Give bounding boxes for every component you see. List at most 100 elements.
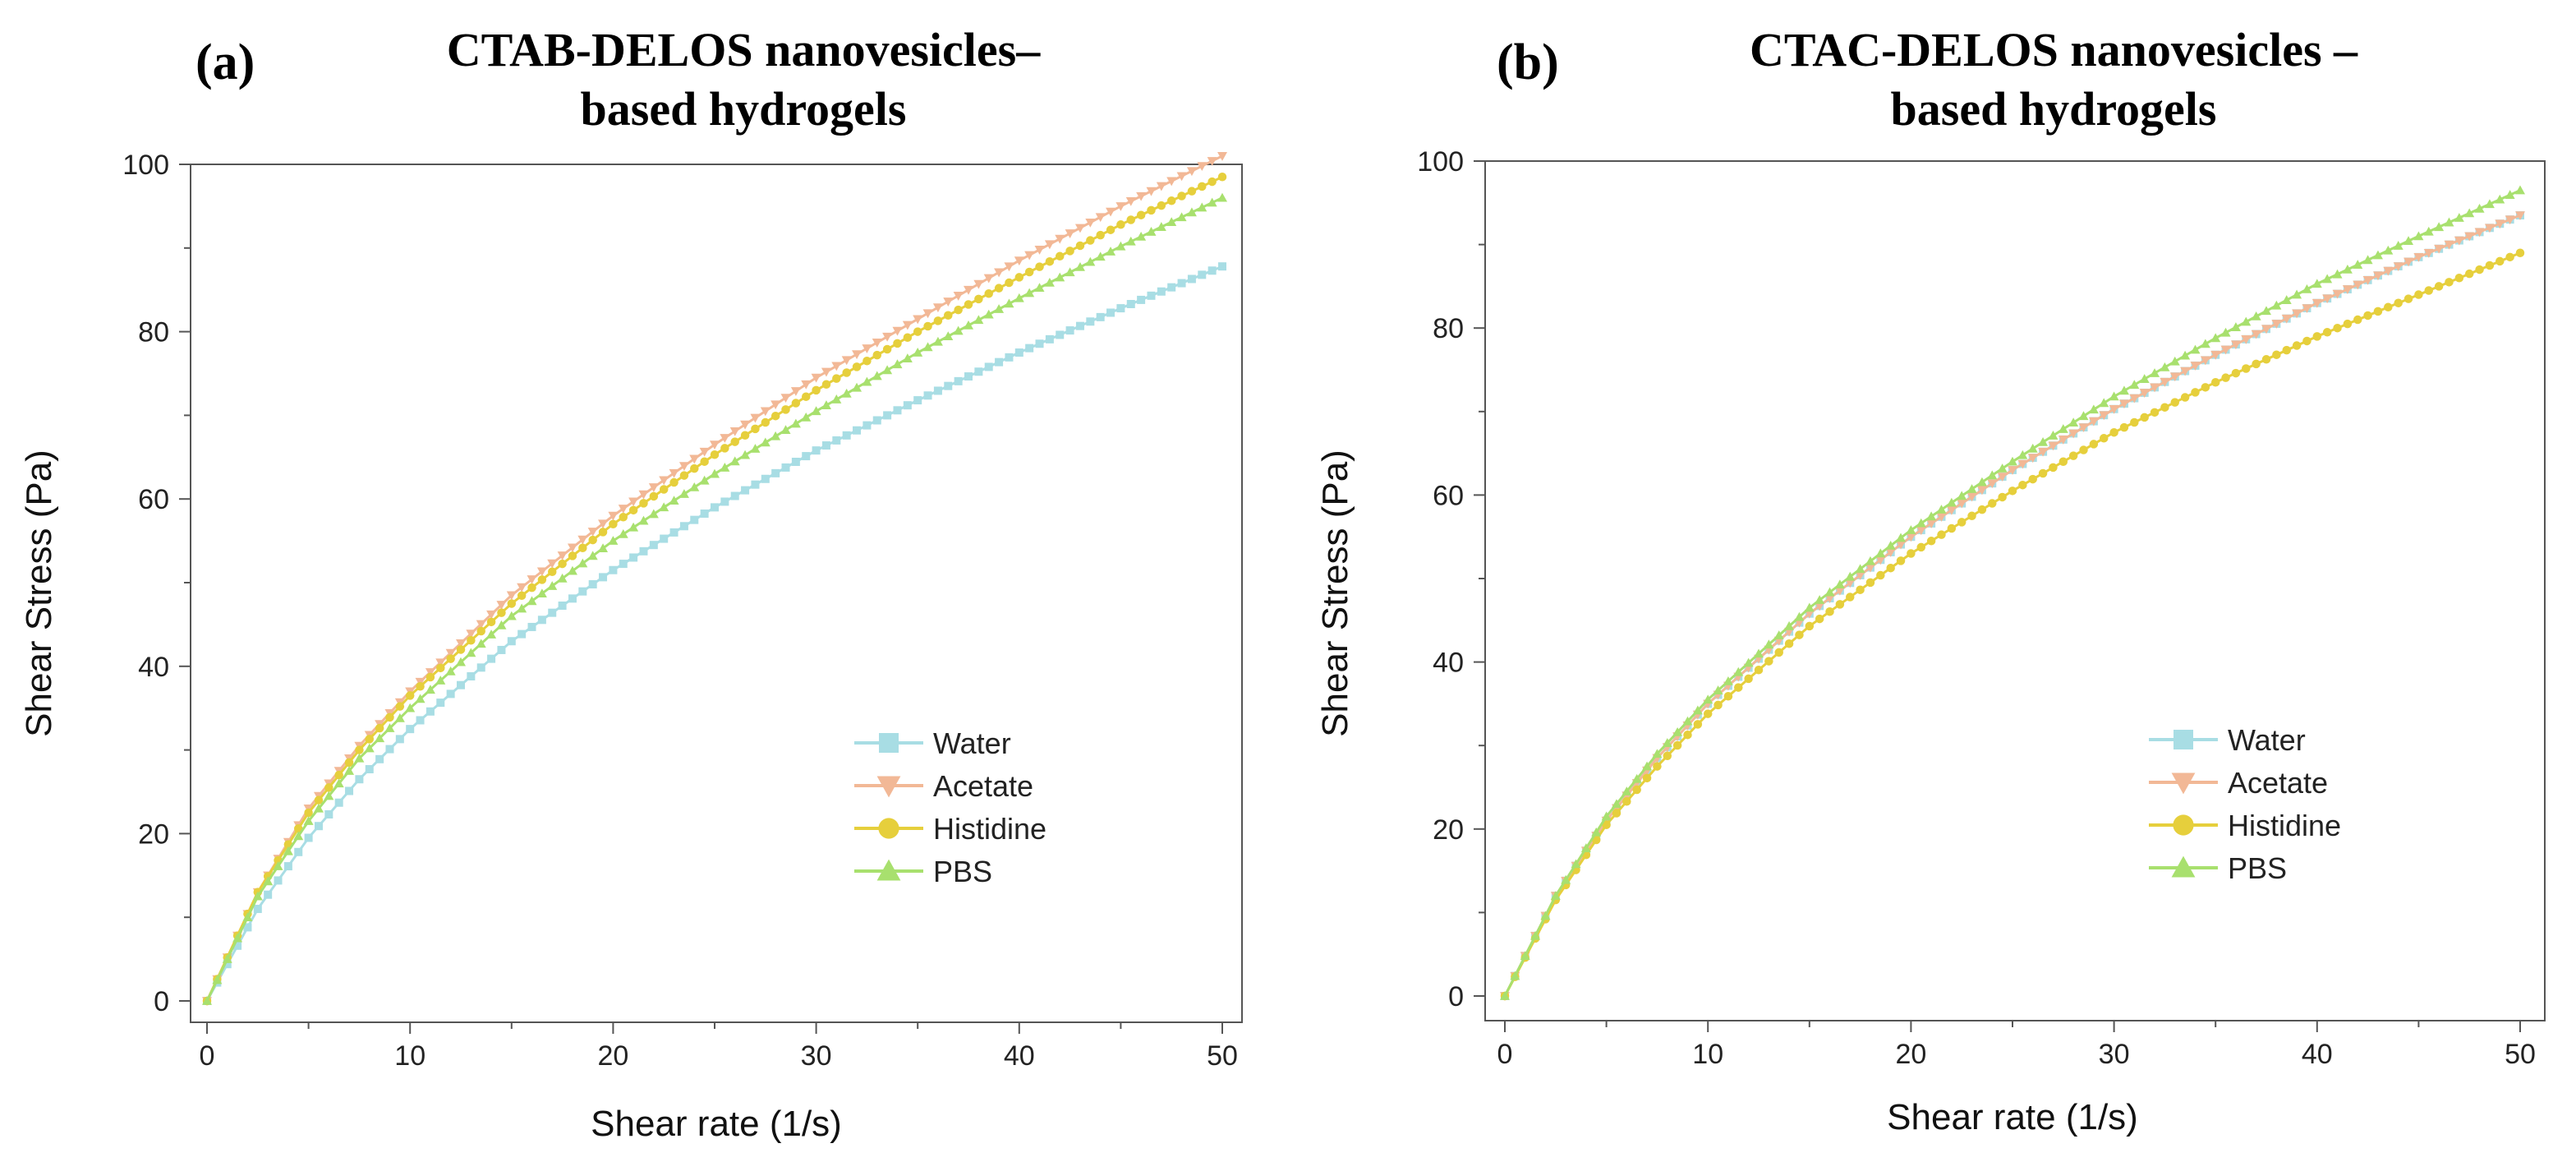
data-point — [628, 505, 638, 515]
data-point — [1896, 556, 1906, 565]
data-point — [2230, 340, 2241, 350]
data-point — [212, 975, 223, 984]
data-point — [711, 503, 719, 512]
legend-marker — [2174, 730, 2193, 749]
data-point — [517, 583, 527, 593]
data-point — [1147, 291, 1156, 300]
data-point — [1014, 273, 1024, 282]
data-point — [2038, 436, 2049, 446]
data-point — [1784, 639, 1794, 648]
data-point — [1896, 533, 1907, 542]
data-point — [303, 816, 314, 825]
data-point — [2169, 372, 2180, 382]
data-point — [2241, 316, 2252, 326]
panel-b: (b) CTAC-DELOS nanovesicles – based hydr… — [1315, 23, 2546, 1137]
data-point — [1998, 492, 2007, 502]
data-point — [406, 725, 415, 734]
data-point — [618, 505, 628, 514]
data-point — [1055, 251, 1065, 261]
data-point — [385, 712, 394, 722]
data-point — [405, 703, 416, 712]
data-point — [2333, 323, 2342, 333]
data-point — [689, 454, 700, 464]
data-point — [264, 890, 273, 899]
data-point — [2505, 252, 2514, 262]
data-point — [2342, 285, 2353, 294]
data-point — [954, 305, 963, 315]
data-point — [679, 522, 688, 531]
data-point — [1845, 571, 1856, 581]
series-layer-b — [1500, 185, 2525, 1001]
data-point — [872, 416, 881, 425]
data-point — [2404, 236, 2414, 246]
data-point — [537, 616, 546, 625]
data-point — [1035, 262, 1044, 271]
data-point — [527, 575, 537, 584]
data-point — [1957, 518, 1966, 527]
data-point — [1622, 797, 1631, 806]
data-point — [2118, 399, 2129, 409]
data-point — [476, 639, 486, 648]
data-point — [1966, 492, 1977, 502]
data-point — [821, 441, 830, 450]
data-point — [2169, 356, 2180, 366]
data-point — [2383, 245, 2394, 255]
data-point — [659, 476, 669, 486]
data-point — [964, 285, 973, 295]
data-point — [750, 444, 761, 453]
data-point — [619, 513, 628, 522]
data-point — [1987, 470, 1998, 480]
series-pbs — [202, 192, 1227, 1005]
data-point — [517, 603, 527, 613]
data-point — [1034, 246, 1045, 255]
data-point — [2414, 290, 2423, 299]
data-point — [1024, 267, 1034, 277]
data-point — [304, 808, 313, 818]
data-point — [1186, 167, 1197, 177]
data-point — [678, 489, 689, 498]
data-point — [2028, 474, 2037, 484]
data-point — [2068, 429, 2079, 439]
data-point — [1804, 602, 1815, 612]
data-point — [1157, 201, 1166, 210]
data-point — [242, 912, 253, 921]
data-point — [1005, 278, 1014, 288]
data-point — [223, 960, 232, 969]
data-point — [2230, 322, 2241, 331]
data-point — [913, 348, 923, 357]
data-point — [953, 325, 964, 335]
data-point — [842, 431, 851, 440]
data-point — [324, 809, 334, 818]
x-tick-label: 50 — [1207, 1040, 1238, 1072]
x-tick-label: 20 — [597, 1040, 628, 1072]
data-point — [2048, 431, 2058, 440]
data-point — [274, 876, 283, 885]
data-point — [354, 753, 365, 763]
data-point — [2088, 404, 2099, 414]
data-point — [587, 551, 598, 560]
data-point — [456, 639, 466, 648]
data-point — [761, 474, 770, 483]
data-point — [1167, 283, 1176, 292]
data-point — [1561, 874, 1571, 884]
data-point — [1035, 339, 1044, 348]
data-point — [700, 457, 709, 466]
data-point — [740, 420, 751, 430]
data-point — [599, 573, 608, 582]
data-point — [416, 716, 425, 725]
data-point — [2464, 208, 2475, 218]
data-point — [2353, 280, 2363, 290]
data-point — [2170, 398, 2180, 407]
data-point — [2495, 219, 2505, 229]
data-point — [2079, 445, 2088, 454]
data-point — [294, 847, 303, 856]
data-point — [2404, 257, 2414, 267]
data-point — [2191, 388, 2200, 397]
data-point — [1875, 556, 1886, 565]
data-point — [832, 374, 841, 383]
data-point — [1025, 344, 1034, 353]
data-point — [2445, 278, 2454, 287]
data-point — [1977, 505, 1987, 514]
data-point — [518, 629, 527, 639]
data-point — [1703, 694, 1714, 704]
